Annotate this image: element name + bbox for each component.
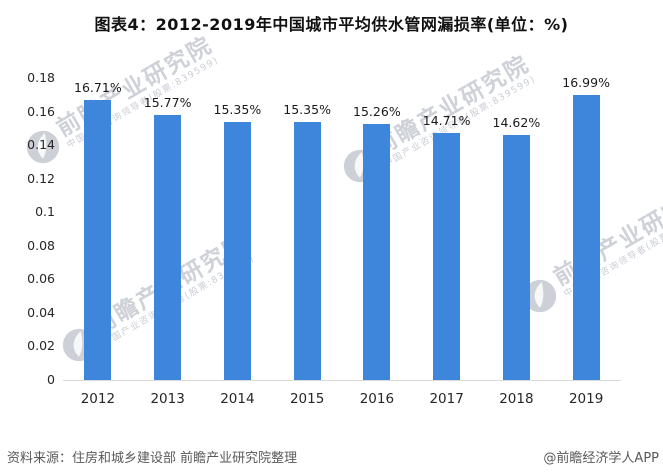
- x-axis-label: 2016: [359, 391, 395, 407]
- x-axis-label: 2013: [150, 391, 185, 407]
- credit-note: @前瞻经济学人APP: [543, 451, 659, 466]
- bar-2015: [293, 122, 321, 380]
- bar-value-label: 15.35%: [283, 102, 331, 118]
- watermark-brand-text: 前瞻产业研究院: [549, 181, 663, 292]
- y-axis-tick-label: 0.02: [27, 338, 55, 354]
- bar-2014: [223, 122, 251, 380]
- bar-value-label: 14.71%: [422, 113, 471, 129]
- x-axis-label: 2018: [499, 391, 534, 407]
- source-note: 资料来源：住房和城乡建设部 前瞻产业研究院整理: [7, 451, 298, 466]
- x-axis-label: 2019: [568, 391, 604, 407]
- bar-2018: [502, 134, 530, 380]
- bar-value-label: 15.77%: [143, 95, 192, 111]
- bar-value-label: 16.99%: [562, 74, 610, 90]
- x-axis-label: 2012: [80, 391, 116, 407]
- y-axis-tick-label: 0.04: [27, 304, 55, 320]
- x-axis-label: 2017: [429, 391, 464, 407]
- x-axis-line: [63, 380, 621, 381]
- y-axis-tick-label: 0: [47, 372, 55, 387]
- y-axis-tick-label: 0.1: [35, 204, 55, 220]
- chart-title: 图表4：2012-2019年中国城市平均供水管网漏损率(单位：%): [94, 15, 569, 34]
- bar-2019: [572, 94, 600, 380]
- y-axis-tick-label: 0.18: [27, 70, 55, 85]
- y-axis-tick-label: 0.14: [27, 137, 55, 153]
- bar-2017: [433, 133, 461, 380]
- y-axis-tick-label: 0.08: [27, 237, 55, 253]
- bar-value-label: 14.62%: [492, 114, 541, 130]
- bar-value-label: 15.26%: [353, 103, 401, 119]
- bar-value-label: 15.35%: [213, 102, 262, 118]
- x-axis-label: 2015: [289, 391, 325, 407]
- bar-value-label: 16.71%: [74, 79, 122, 95]
- x-axis-label: 2014: [220, 391, 255, 407]
- y-axis-tick-label: 0.12: [27, 170, 55, 186]
- bar-2013: [154, 115, 182, 380]
- bar-2016: [363, 123, 391, 380]
- y-axis-tick-label: 0.16: [27, 103, 55, 119]
- bar-2012: [84, 99, 112, 380]
- y-axis-tick-label: 0.06: [27, 271, 55, 287]
